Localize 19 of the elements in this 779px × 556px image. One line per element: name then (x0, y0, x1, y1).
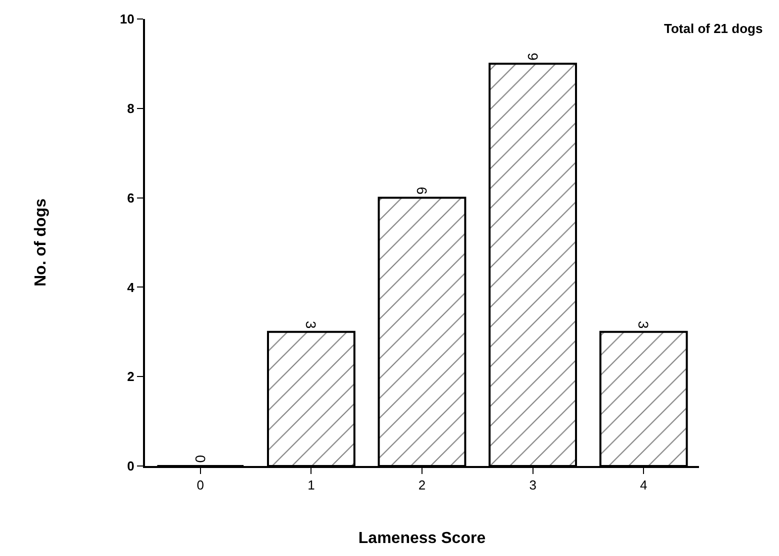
y-tick-label: 2 (127, 369, 134, 384)
y-tick-label: 10 (120, 12, 134, 27)
x-tick-label: 3 (529, 478, 536, 493)
data-label: 0 (192, 455, 208, 463)
annotation: Total of 21 dogs (664, 21, 763, 36)
data-label: 3 (303, 320, 320, 329)
y-axis-title: No. of dogs (32, 198, 50, 286)
x-tick-label: 4 (640, 478, 648, 493)
x-tick-label: 1 (308, 478, 315, 493)
data-label: 6 (414, 186, 430, 195)
data-label: 3 (636, 320, 652, 329)
y-tick-label: 0 (127, 458, 134, 474)
data-label: 9 (524, 52, 541, 61)
x-tick-label: 0 (196, 478, 204, 493)
x-axis-title: Lameness Score (358, 530, 486, 547)
y-tick-label: 6 (127, 190, 134, 206)
y-tick-label: 8 (127, 100, 134, 116)
y-tick-label: 4 (127, 280, 136, 295)
x-tick-label: 2 (418, 478, 426, 493)
